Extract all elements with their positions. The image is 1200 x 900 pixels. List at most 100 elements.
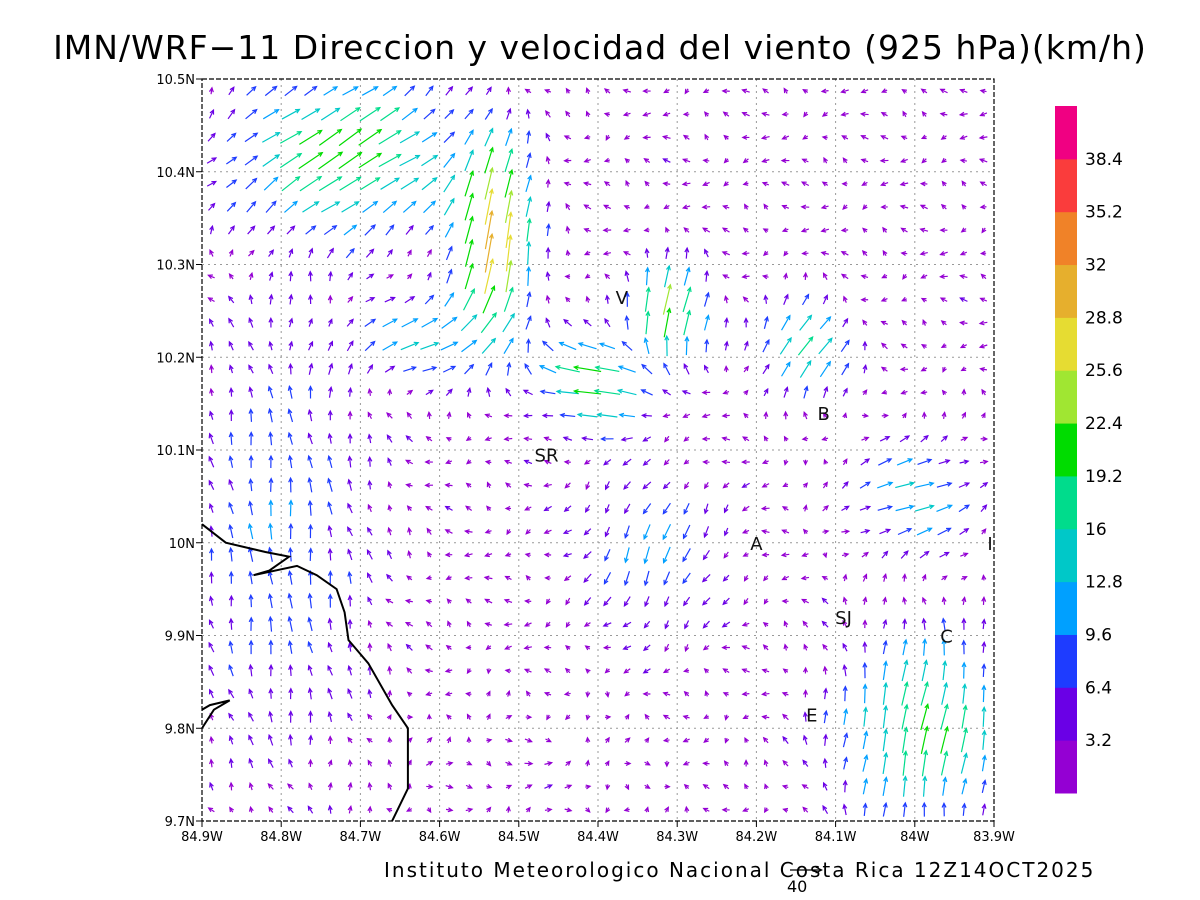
wind-arrow — [543, 691, 552, 697]
wind-arrow — [602, 645, 611, 651]
wind-arrow — [465, 86, 474, 96]
wind-arrow — [228, 501, 234, 515]
wind-arrow — [780, 552, 790, 558]
wind-arrow — [862, 389, 868, 396]
wind-arrow — [797, 336, 814, 356]
wind-arrow — [682, 111, 690, 117]
wind-arrow — [936, 481, 953, 488]
wind-arrow — [464, 215, 474, 244]
wind-arrow — [541, 340, 554, 352]
wind-arrow — [959, 135, 968, 140]
wind-arrow — [920, 389, 928, 395]
wind-arrow — [623, 134, 631, 140]
wind-arrow — [565, 110, 571, 118]
wind-arrow — [462, 287, 475, 311]
wind-arrow — [347, 618, 353, 629]
wind-arrow — [367, 759, 373, 767]
wind-arrow — [359, 106, 382, 122]
wind-arrow — [664, 806, 669, 813]
wind-arrow — [268, 615, 274, 632]
wind-arrow — [287, 592, 293, 609]
wind-arrow — [288, 733, 294, 746]
wind-arrow — [209, 387, 215, 396]
wind-arrow — [209, 224, 215, 235]
wind-arrow — [208, 108, 215, 119]
wind-arrow — [979, 459, 989, 465]
wind-arrow — [208, 547, 214, 561]
place-label: SJ — [835, 608, 852, 629]
wind-arrow — [288, 546, 294, 562]
wind-arrow — [583, 528, 592, 536]
wind-arrow — [643, 204, 650, 209]
wind-arrow — [543, 552, 552, 558]
wind-arrow — [347, 736, 353, 744]
wind-arrow — [882, 801, 888, 817]
wind-arrow — [763, 807, 769, 814]
wind-arrow — [921, 801, 927, 817]
wind-arrow — [327, 294, 333, 304]
wind-arrow — [485, 644, 492, 651]
wind-arrow — [723, 527, 729, 537]
wind-arrow — [386, 573, 393, 582]
wind-arrow — [662, 714, 671, 720]
wind-arrow — [920, 134, 927, 140]
wind-arrow — [823, 709, 829, 724]
wind-arrow — [426, 807, 432, 814]
wind-arrow — [572, 365, 602, 373]
wind-arrow — [603, 572, 612, 585]
wind-arrow — [781, 227, 789, 233]
wind-arrow — [523, 436, 533, 442]
wind-arrow — [544, 761, 554, 766]
wind-arrow — [447, 620, 452, 628]
wind-arrow — [862, 641, 868, 653]
wind-arrow — [782, 668, 789, 674]
wind-arrow — [822, 757, 828, 768]
wind-arrow — [741, 274, 750, 279]
wind-arrow — [420, 341, 440, 350]
wind-arrow — [367, 596, 373, 606]
wind-arrow — [425, 505, 433, 511]
wind-arrow — [484, 436, 492, 442]
wind-arrow — [380, 107, 401, 122]
wind-arrow — [544, 807, 553, 813]
wind-arrow — [362, 200, 379, 213]
wind-arrow — [525, 152, 532, 168]
wind-arrow — [961, 704, 968, 729]
wind-arrow — [722, 111, 730, 117]
wind-arrow — [228, 340, 234, 351]
wind-arrow — [961, 203, 967, 210]
wind-arrow — [288, 317, 294, 328]
wind-arrow — [265, 200, 277, 213]
wind-arrow — [228, 546, 234, 562]
wind-arrow — [308, 547, 314, 561]
wind-arrow — [722, 482, 730, 489]
wind-arrow — [862, 596, 868, 605]
wind-arrow — [464, 363, 475, 375]
wind-arrow — [524, 505, 532, 511]
wind-arrow — [288, 270, 294, 282]
wind-arrow — [584, 273, 591, 279]
wind-arrow — [562, 436, 573, 442]
wind-arrow — [526, 217, 532, 242]
wind-arrow — [741, 529, 750, 534]
wind-arrow — [543, 668, 552, 674]
wind-arrow — [267, 733, 274, 746]
wind-arrow — [227, 225, 235, 235]
wind-arrow — [347, 594, 353, 607]
wind-arrow — [901, 412, 907, 419]
wind-arrow — [823, 458, 829, 465]
wind-arrow — [862, 204, 868, 210]
wind-arrow — [401, 318, 419, 328]
wind-arrow — [902, 618, 908, 630]
wind-arrow — [347, 271, 354, 281]
y-tick-label: 10.3N — [156, 259, 195, 274]
wind-arrow — [347, 478, 353, 491]
wind-arrow — [605, 807, 611, 814]
wind-arrow — [882, 249, 888, 256]
wind-arrow — [682, 596, 691, 607]
wind-arrow — [922, 638, 928, 656]
wind-arrow — [425, 691, 433, 697]
wind-arrow — [464, 169, 475, 197]
wind-arrow — [541, 413, 554, 419]
wind-arrow — [781, 529, 790, 535]
